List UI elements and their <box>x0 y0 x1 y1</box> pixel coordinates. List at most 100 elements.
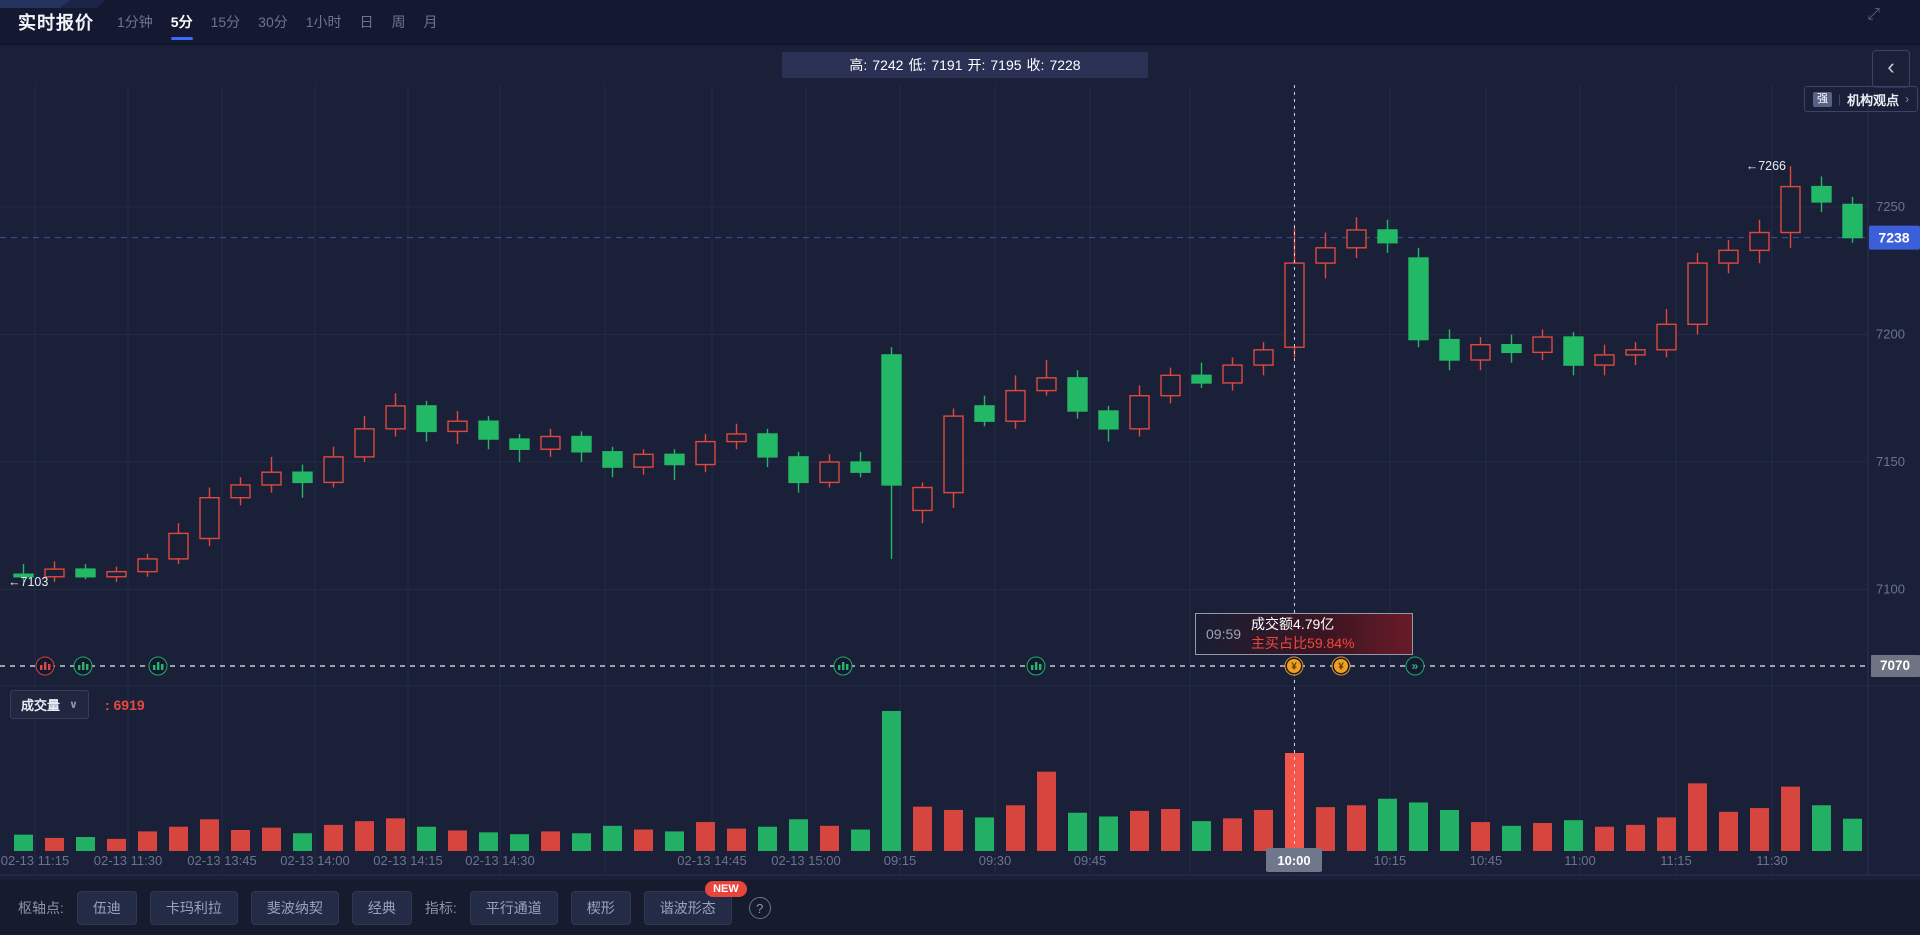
candle-body <box>664 453 685 466</box>
candle-body <box>1842 203 1863 239</box>
candle-body <box>602 451 623 468</box>
volume-bar <box>510 834 529 851</box>
indicator-parallel-channel-button[interactable]: 平行通道 <box>469 891 558 925</box>
corner-ribbon-decoration <box>0 0 92 8</box>
candle-body <box>1687 262 1708 326</box>
candle-body <box>75 568 96 578</box>
candle-body <box>1656 323 1677 351</box>
chart-text: 02-13 11:15 <box>1 853 69 868</box>
chart-text: ←7103 <box>8 575 48 589</box>
candle-body <box>1594 354 1615 366</box>
volume-bar <box>1440 809 1459 851</box>
volume-bar <box>1006 805 1025 851</box>
pivot-classic-button[interactable]: 经典 <box>351 891 412 925</box>
candle-body <box>1005 389 1026 422</box>
tab-month[interactable]: 月 <box>423 14 438 30</box>
volume-bar <box>1192 821 1211 851</box>
candle-body <box>1718 249 1739 264</box>
volume-value: : 6919 <box>104 696 145 713</box>
expand-icon[interactable]: ⤢ <box>1867 6 1880 23</box>
candle-body <box>1811 185 1832 203</box>
volume-bar <box>1347 805 1366 851</box>
tab-week[interactable]: 周 <box>391 14 406 30</box>
divider: | <box>1838 92 1842 106</box>
chart-text: 10:15 <box>1374 853 1407 868</box>
signal-marker-bars-icon <box>78 665 81 670</box>
tooltip-lines: 成交额4.79亿 主买占比59.84% <box>1251 615 1354 653</box>
viewpoint-label: 机构观点 <box>1847 92 1900 108</box>
candle-body <box>1749 231 1770 252</box>
volume-bar <box>634 829 653 851</box>
volume-bar <box>789 819 808 851</box>
volume-bar <box>448 830 467 851</box>
volume-bar <box>200 819 219 851</box>
candle-body <box>1129 395 1150 430</box>
volume-bar <box>324 824 343 851</box>
chart-text: 11:15 <box>1660 853 1692 868</box>
signal-marker-bars-icon <box>153 665 156 670</box>
candle-body <box>540 435 561 450</box>
volume-bar <box>603 825 622 851</box>
candle-body <box>261 471 282 486</box>
current-price-badge <box>1869 225 1920 250</box>
chevron-down-icon: ∨ <box>69 699 78 711</box>
volume-bar <box>417 826 436 851</box>
candle-body <box>1439 338 1460 361</box>
volume-bar <box>169 826 188 851</box>
tab-1min[interactable]: 1分钟 <box>117 14 153 30</box>
chart-text: ¥ <box>1291 662 1297 673</box>
chart-text: ¥ <box>1338 662 1344 673</box>
volume-bar <box>1068 812 1087 851</box>
candle-body <box>974 405 995 422</box>
open-value: 7195 <box>990 57 1022 73</box>
chart-text: 7100 <box>1876 582 1905 597</box>
tab-1hour[interactable]: 1小时 <box>305 14 342 30</box>
candle-body <box>571 435 592 453</box>
signal-marker <box>1405 656 1425 676</box>
tab-5min[interactable]: 5分 <box>162 0 202 44</box>
institution-viewpoint-link[interactable]: 强 | 机构观点 › <box>1804 86 1919 112</box>
volume-indicator-dropdown[interactable]: 成交量 ∨ <box>10 690 89 719</box>
signal-marker-bars-icon <box>82 662 85 670</box>
collapse-panel-button[interactable]: ‹ <box>1872 50 1910 88</box>
signal-marker-bars-icon <box>48 664 51 670</box>
volume-bar <box>1378 798 1397 851</box>
indicator-wedge-button[interactable]: 楔形 <box>570 891 631 925</box>
volume-bar <box>572 833 591 851</box>
pivot-label: 枢轴点: <box>18 900 64 916</box>
signal-marker-bars-icon <box>40 665 43 670</box>
pivot-woodie-button[interactable]: 伍迪 <box>76 891 137 925</box>
tab-day[interactable]: 日 <box>359 14 374 30</box>
help-icon[interactable]: ? <box>748 897 771 919</box>
volume-bar <box>1626 824 1645 851</box>
candle-body <box>168 532 189 560</box>
volume-bar <box>665 831 684 851</box>
interval-tabs: 1分钟 5分 15分 30分 1小时 日 周 月 <box>108 0 447 44</box>
volume-bar <box>1161 809 1180 851</box>
chevron-right-icon: › <box>1905 92 1910 106</box>
volume-bar <box>913 806 932 851</box>
volume-bar <box>727 828 746 851</box>
pivot-fibonacci-button[interactable]: 斐波纳契 <box>250 891 339 925</box>
candle-body <box>44 568 65 578</box>
signal-marker-bars-icon <box>1039 664 1042 670</box>
tab-30min[interactable]: 30分 <box>258 14 288 30</box>
chart-text: » <box>1412 659 1419 673</box>
signal-marker-bars-icon <box>44 662 47 670</box>
chart-text: 09:30 <box>979 853 1012 868</box>
signal-marker-bars-icon <box>1031 665 1034 670</box>
volume-bar <box>1781 786 1800 851</box>
volume-bar <box>1533 823 1552 851</box>
candle-body <box>292 471 313 484</box>
pivot-camarilla-button[interactable]: 卡玛利拉 <box>149 891 238 925</box>
indicator-harmonic-pattern-button[interactable]: 谐波形态 NEW <box>643 881 747 925</box>
tab-15min[interactable]: 15分 <box>210 14 241 30</box>
chart-text: 02-13 11:30 <box>94 853 162 868</box>
tooltip-turnover: 成交额4.79亿 <box>1251 616 1335 633</box>
candle-body <box>137 558 158 573</box>
volume-bar <box>107 838 126 851</box>
signal-marker-bars-icon <box>838 665 841 670</box>
candle-body <box>13 573 34 578</box>
candle-body <box>788 456 809 484</box>
